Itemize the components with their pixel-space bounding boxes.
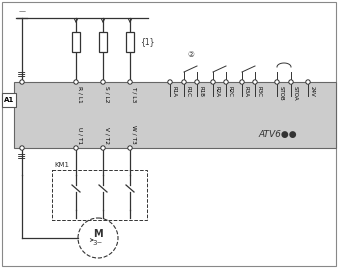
Text: U / T1: U / T1 [78, 127, 82, 144]
Text: W / T3: W / T3 [132, 125, 137, 144]
Circle shape [168, 80, 172, 84]
Circle shape [275, 80, 279, 84]
Circle shape [74, 146, 78, 150]
Bar [52, 170, 147, 220]
Text: R1A: R1A [171, 86, 176, 97]
Text: R2C: R2C [227, 86, 232, 97]
Text: M: M [93, 229, 103, 239]
Bar [126, 32, 134, 52]
Text: {1}: {1} [140, 38, 155, 47]
Text: R / L1: R / L1 [78, 86, 82, 103]
Text: ≡: ≡ [17, 70, 27, 80]
Text: 3~: 3~ [93, 240, 103, 246]
Text: R3C: R3C [256, 86, 261, 97]
Bar [99, 32, 107, 52]
Text: ≡: ≡ [17, 152, 27, 162]
Text: A1: A1 [4, 97, 14, 103]
Text: KM1: KM1 [54, 162, 69, 168]
Text: 24V: 24V [309, 86, 314, 97]
Text: STOA: STOA [292, 86, 297, 100]
Bar [14, 82, 336, 148]
Circle shape [20, 146, 24, 150]
Circle shape [182, 80, 186, 84]
Circle shape [101, 80, 105, 84]
Bar [72, 32, 80, 52]
Text: R1B: R1B [198, 86, 203, 97]
Circle shape [128, 146, 132, 150]
Text: V / T2: V / T2 [104, 127, 109, 144]
Text: R1C: R1C [185, 86, 190, 97]
Circle shape [74, 80, 78, 84]
Circle shape [211, 80, 215, 84]
Circle shape [289, 80, 293, 84]
Circle shape [128, 80, 132, 84]
Text: R2A: R2A [214, 86, 219, 97]
Circle shape [306, 80, 310, 84]
Text: ②: ② [187, 50, 194, 59]
Circle shape [195, 80, 199, 84]
Text: S / L2: S / L2 [104, 86, 109, 102]
Text: R3A: R3A [243, 86, 248, 97]
Circle shape [20, 80, 24, 84]
Circle shape [253, 80, 257, 84]
Text: STOB: STOB [278, 86, 283, 100]
Bar [2, 93, 16, 107]
Text: T / L3: T / L3 [132, 86, 137, 102]
Circle shape [240, 80, 244, 84]
Circle shape [224, 80, 228, 84]
Text: —: — [19, 8, 25, 14]
Circle shape [101, 146, 105, 150]
Text: ATV6●●: ATV6●● [258, 131, 297, 140]
